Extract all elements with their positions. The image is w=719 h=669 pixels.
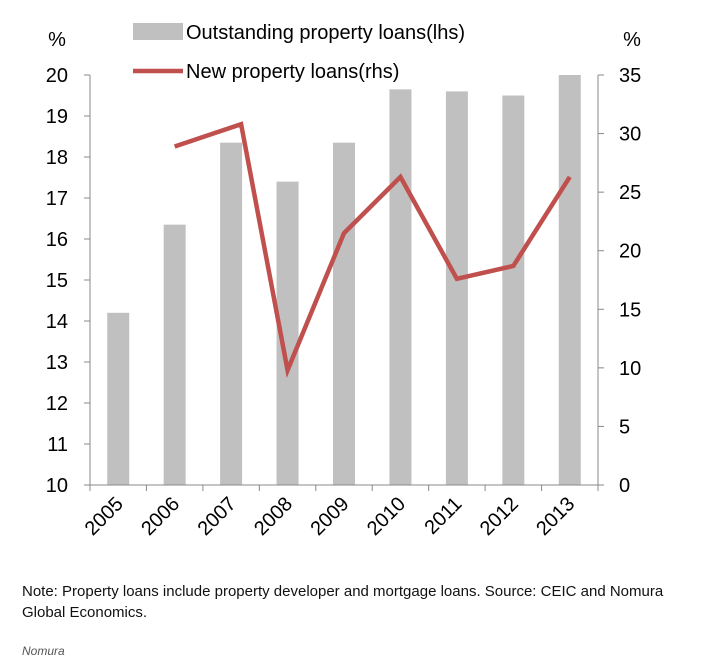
x-tick-label: 2011 (420, 493, 466, 539)
y-left-tick-label: 19 (46, 106, 68, 128)
legend-line-label: New property loans(rhs) (186, 61, 399, 83)
y-right-unit-label: % (623, 29, 641, 51)
y-left-tick-label: 11 (47, 434, 68, 456)
y-left-tick-label: 20 (46, 65, 68, 87)
bar-2010 (389, 89, 412, 485)
y-left-tick-label: 17 (46, 188, 68, 210)
x-tick-label: 2012 (476, 493, 523, 540)
legend-bar-swatch (133, 23, 183, 40)
y-right-tick-label: 25 (619, 182, 641, 204)
legend: Outstanding property loans(lhs) New prop… (133, 22, 465, 83)
y-right-tick-labels: 0 5 10 15 20 25 30 35 (619, 65, 641, 497)
axes (84, 74, 604, 491)
source-label: Nomura (22, 644, 65, 658)
y-right-tick-label: 20 (619, 241, 641, 263)
y-right-tick-label: 0 (619, 475, 630, 497)
y-right-tick-label: 15 (619, 299, 641, 321)
y-left-tick-label: 12 (46, 393, 68, 415)
bar-2005 (107, 312, 130, 485)
bar-2011 (445, 91, 468, 486)
bar-2013 (558, 75, 581, 485)
new-property-loans-line (173, 121, 572, 379)
footnote: Note: Property loans include property de… (22, 583, 664, 621)
x-tick-label: 2009 (307, 493, 354, 540)
line-series-layer (173, 121, 572, 379)
y-left-tick-labels: 10 11 12 13 14 15 16 17 18 19 20 (46, 65, 68, 497)
x-tick-label: 2006 (137, 493, 184, 540)
bar-series (107, 75, 581, 486)
bar-2006 (163, 224, 186, 485)
y-left-tick-label: 16 (46, 229, 68, 251)
legend-bar-label: Outstanding property loans(lhs) (186, 22, 465, 44)
bar-2008 (276, 181, 299, 485)
bar-2009 (333, 142, 355, 485)
x-tick-labels: 2005 2006 2007 2008 2009 2010 2011 2012 2013 (81, 493, 580, 540)
bar-2007 (220, 142, 243, 485)
x-tick-label: 2008 (250, 493, 297, 540)
y-right-tick-label: 5 (619, 416, 630, 438)
y-left-tick-label: 15 (46, 270, 68, 292)
y-left-tick-label: 10 (46, 475, 68, 497)
y-right-tick-label: 35 (619, 65, 641, 87)
bar-2012 (502, 95, 525, 485)
chart: Outstanding property loans(lhs) New prop… (46, 22, 642, 540)
x-tick-label: 2010 (363, 493, 410, 540)
y-right-tick-label: 30 (619, 124, 641, 146)
x-tick-label: 2013 (532, 493, 579, 540)
x-tick-label: 2005 (81, 493, 128, 540)
y-left-tick-label: 14 (46, 311, 68, 333)
y-left-tick-label: 13 (46, 352, 68, 374)
y-left-unit-label: % (48, 29, 66, 51)
y-left-tick-label: 18 (46, 147, 68, 169)
x-tick-label: 2007 (194, 493, 241, 540)
y-right-tick-label: 10 (619, 358, 641, 380)
